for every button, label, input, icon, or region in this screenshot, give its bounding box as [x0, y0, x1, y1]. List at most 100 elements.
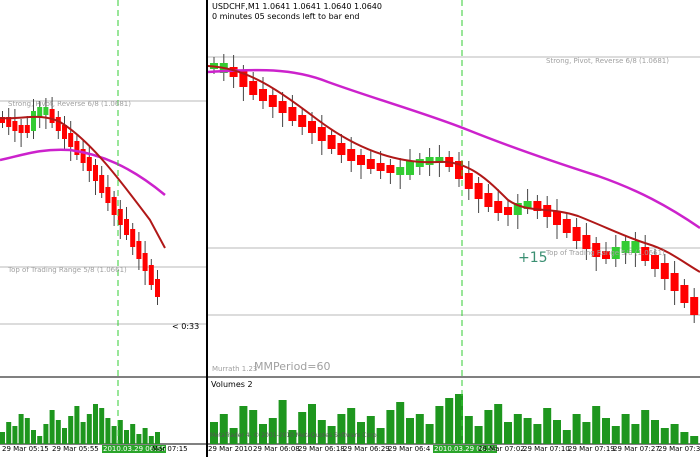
slow-moving-average: [0, 148, 166, 196]
volume-bar: [12, 426, 18, 444]
bear-candle: [327, 135, 336, 149]
volume-bar: [680, 432, 689, 444]
bull-candle: [406, 161, 414, 175]
bear-candle: [24, 125, 30, 133]
time-tick-label: 29 Mar 06:29: [343, 445, 390, 453]
volume-bar: [425, 424, 434, 444]
volume-bar: [464, 416, 473, 444]
bear-candle: [464, 173, 473, 189]
bear-candle: [249, 81, 258, 95]
volume-bar: [55, 420, 61, 444]
bear-candle: [317, 127, 326, 141]
bear-candle: [376, 163, 385, 171]
time-tick-label: 29 Mar 06:18: [298, 445, 345, 453]
left-chart-window[interactable]: Strong, Pivot, Reverse 6/8 (1.0681) Top …: [0, 0, 208, 457]
volume-bar: [553, 420, 561, 444]
bar-countdown: < 0:33: [172, 322, 200, 331]
time-tick-label: 29 Mar 05:15: [2, 445, 49, 453]
cursor-time-label: 2010.03.29 06:55: [433, 445, 498, 453]
right-chart-canvas[interactable]: [208, 0, 700, 457]
volume-bar: [111, 426, 117, 444]
symbol-info: USDCHF,M1 1.0641 1.0641 1.0640 1.0640: [212, 2, 382, 11]
volume-bar: [484, 410, 493, 444]
bear-candle: [337, 143, 346, 155]
bear-candle: [690, 297, 699, 315]
volume-bar: [24, 418, 30, 444]
volume-bar: [347, 408, 356, 444]
volume-bar: [136, 434, 142, 444]
bear-candle: [366, 159, 375, 169]
bear-candle: [533, 201, 542, 211]
level-label-top-range-right: Top of Trading Range 5/8 (1.0661): [546, 249, 665, 257]
fast-moving-average: [208, 65, 700, 273]
time-tick-label: Mar 07:15: [152, 445, 188, 453]
volume-bar: [93, 404, 98, 444]
volume-bar: [155, 432, 160, 444]
volume-bar: [455, 394, 463, 444]
volume-bar: [49, 410, 55, 444]
volume-bar: [308, 404, 316, 444]
bear-candle: [229, 67, 238, 77]
volume-bar: [562, 430, 571, 444]
volume-bar: [396, 402, 405, 444]
volume-bar: [210, 422, 218, 444]
volume-bar: [337, 414, 346, 444]
volume-bar: [670, 424, 679, 444]
bull-candle: [611, 247, 620, 259]
bear-candle: [268, 95, 277, 107]
bull-candle: [513, 203, 522, 215]
volume-bar: [572, 414, 581, 444]
fast-moving-average: [0, 115, 166, 249]
volume-bar: [6, 422, 12, 444]
bear-candle: [670, 273, 679, 291]
bear-candle: [148, 265, 154, 285]
volume-bar: [68, 416, 74, 444]
bear-candle: [142, 253, 148, 271]
volume-bar: [18, 414, 24, 444]
volume-bar: [386, 410, 395, 444]
left-chart-canvas[interactable]: [0, 0, 206, 457]
bear-candle: [553, 211, 561, 225]
bear-candle: [651, 255, 659, 269]
left-time-axis: 29 Mar 05:15 29 Mar 05:55 2010.03.29 06:55…: [0, 444, 206, 457]
volume-bar: [523, 418, 532, 444]
bear-candle: [562, 219, 571, 233]
volume-bar: [0, 432, 5, 444]
volume-bar: [130, 424, 136, 444]
volume-bar: [268, 418, 277, 444]
bear-candle: [55, 117, 61, 131]
volume-bar: [415, 414, 424, 444]
right-time-axis: 29 Mar 2010 29 Mar 06:08 29 Mar 06:18 29 Ma…: [208, 444, 700, 457]
mm-period-label: MMPeriod=60: [254, 360, 331, 373]
volume-bar: [229, 428, 238, 444]
bear-candle: [105, 187, 111, 203]
bear-candle: [474, 183, 483, 199]
bear-candle: [80, 149, 86, 163]
volume-bar: [513, 414, 522, 444]
bear-candle: [641, 247, 650, 261]
bear-candle: [288, 107, 297, 121]
time-tick-label: 29 Mar 07:27: [613, 445, 660, 453]
time-tick-label: 29 Mar 06:08: [253, 445, 300, 453]
bear-candle: [298, 115, 307, 127]
volume-bar: [86, 414, 92, 444]
volume-bar: [117, 420, 123, 444]
cursor-time-label: 2010.03.29 06:55: [102, 445, 167, 453]
volume-bar: [239, 406, 248, 444]
bear-candle: [592, 243, 601, 257]
bear-candle: [49, 109, 55, 123]
time-tick-label: 29 Mar 07:10: [523, 445, 570, 453]
bear-candle: [74, 141, 80, 155]
volume-bar: [621, 414, 630, 444]
bar-timer-info: 0 minutes 05 seconds left to bar end: [212, 12, 360, 21]
volume-bar: [357, 422, 365, 444]
bear-candle: [93, 165, 98, 181]
bear-candle: [386, 165, 395, 173]
time-tick-label: 29 Mar 2010: [208, 445, 253, 453]
right-chart-window[interactable]: USDCHF,M1 1.0641 1.0641 1.0640 1.0640 0 …: [208, 0, 700, 457]
bull-candle: [43, 107, 49, 115]
time-tick-label: 29 Mar 05:55: [52, 445, 99, 453]
bear-candle: [124, 219, 129, 235]
bull-candle: [415, 159, 424, 167]
bear-candle: [494, 201, 503, 213]
